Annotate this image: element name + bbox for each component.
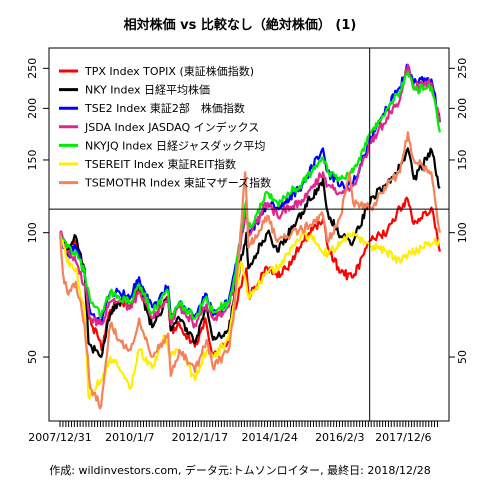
series-line [58, 70, 442, 320]
y-tick-label-left: 200 [26, 98, 39, 119]
legend-entry: TSE2 Index 東証2部 株価指数 [84, 101, 245, 115]
y-tick-label-right: 150 [456, 150, 469, 171]
legend-entry: TPX Index TOPIX (東証株価指数) [84, 64, 254, 78]
y-tick-label-right: 250 [456, 58, 469, 79]
plot-frame [48, 47, 450, 422]
x-axis: 2007/12/31 2010/1/7 2012/1/17 2014/1/24 2016… [28, 421, 438, 444]
y-tick-label-right: 50 [456, 350, 469, 364]
credit-text: 作成: wildinvestors.com, データ元:トムソンロイター, 最終… [49, 463, 430, 477]
y-tick-label-left: 250 [26, 58, 39, 79]
x-tick-label: 2016/2/3 [315, 431, 364, 444]
plot-lines [58, 63, 442, 410]
y-tick-label-left: 150 [26, 150, 39, 171]
x-tick-label: 2012/1/17 [172, 431, 228, 444]
y-tick-label-left: 50 [26, 350, 39, 364]
y-tick-label-left: 100 [26, 222, 39, 243]
x-tick-label: 2010/1/7 [105, 431, 154, 444]
x-tick-label: 2014/1/24 [242, 431, 298, 444]
y-axis-right: 50 100 150 200 250 [449, 58, 469, 364]
series-line [58, 131, 442, 410]
crosshair [49, 48, 449, 421]
legend-entry: NKYJQ Index 日経ジャスダック平均 [85, 138, 265, 152]
x-tick-label: 2017/12/6 [375, 431, 431, 444]
y-tick-label-right: 200 [456, 98, 469, 119]
legend: TPX Index TOPIX (東証株価指数) NKY Index 日経平均株価… [59, 64, 271, 190]
x-tick-label: 2007/12/31 [28, 431, 91, 444]
series-line [58, 229, 441, 400]
legend-entry: JSDA Index JASDAQ インデックス [84, 120, 259, 134]
legend-entry: NKY Index 日経平均株価 [85, 83, 210, 97]
chart-title: 相対株価 vs 比較なし（絶対株価） (1) [124, 17, 357, 33]
y-axis-left: 50 100 150 200 250 [26, 58, 49, 364]
legend-entry: TSEREIT Index 東証REIT指数 [84, 157, 236, 171]
legend-entry: TSEMOTHR Index 東証マザーズ指数 [84, 176, 271, 190]
y-tick-label-right: 100 [456, 222, 469, 243]
